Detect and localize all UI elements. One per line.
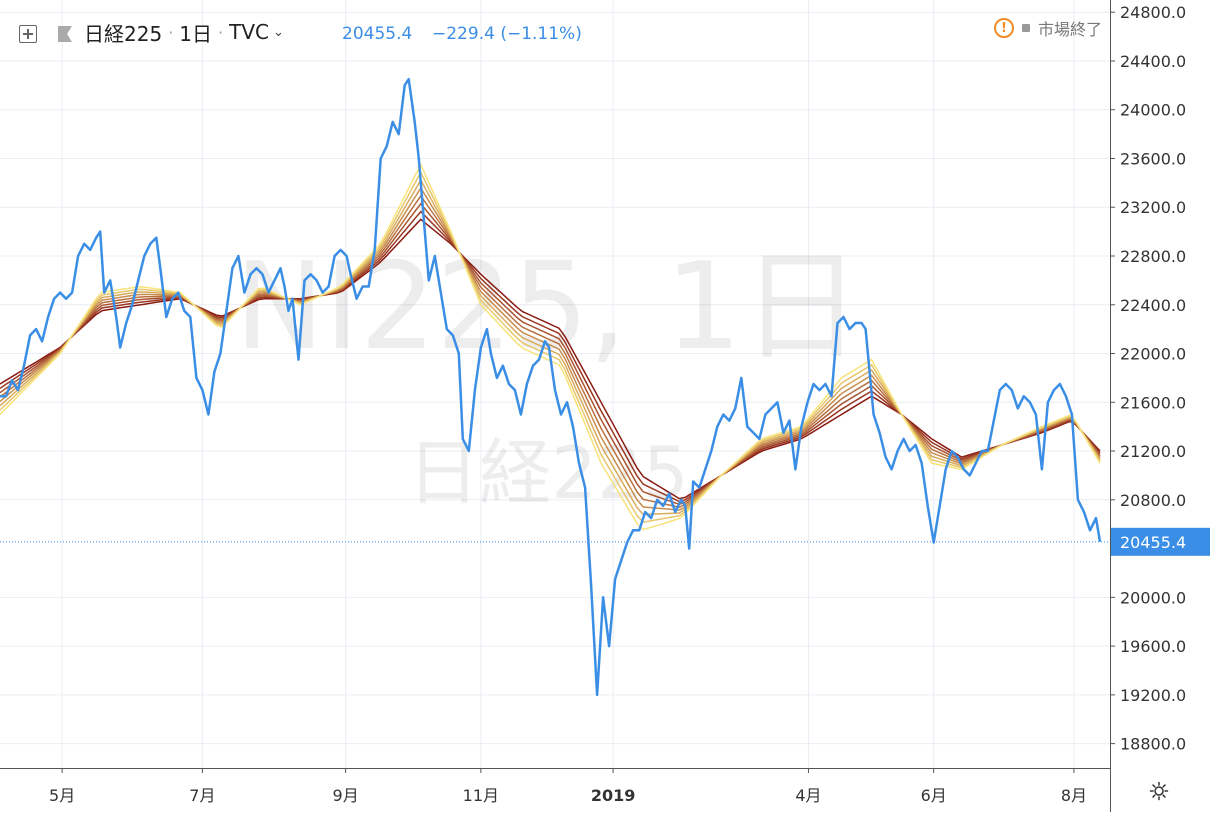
source-label[interactable]: TVC (229, 20, 269, 44)
x-tick-label: 11月 (463, 786, 499, 805)
change-percent: (−1.11%) (500, 24, 582, 44)
y-tick-label: 23200.0 (1120, 198, 1186, 217)
exclamation-circle-icon[interactable]: ! (993, 18, 1014, 38)
x-tick-label: 2019 (591, 786, 636, 805)
x-tick-label: 4月 (795, 786, 821, 805)
y-tick-label: 23600.0 (1120, 149, 1186, 168)
status-dot (1021, 24, 1030, 32)
price-change: −229.4 (−1.11%) (432, 24, 582, 44)
gear-icon[interactable] (1149, 781, 1169, 801)
last-price: 20455.4 (342, 24, 413, 44)
price-series-line (0, 77, 1102, 697)
x-tick-label: 5月 (49, 786, 75, 805)
x-tick-label: 8月 (1061, 786, 1087, 805)
interval-label[interactable]: 1日 (179, 21, 213, 46)
chevron-down-icon[interactable]: ⌄ (272, 24, 284, 40)
y-tick-label: 20000.0 (1120, 588, 1186, 607)
flag-icon[interactable] (58, 26, 72, 42)
y-tick-label: 24800.0 (1120, 3, 1186, 22)
last-price-tag-label: 20455.4 (1120, 533, 1186, 552)
y-tick-label: 19600.0 (1120, 637, 1186, 656)
y-tick-label: 20800.0 (1120, 491, 1186, 510)
x-tick-label: 9月 (333, 786, 359, 805)
x-tick-label: 7月 (189, 786, 215, 805)
separator-dot: · (168, 22, 174, 42)
y-tick-label: 24000.0 (1120, 101, 1186, 120)
separator-dot: · (218, 22, 224, 42)
watermark-subtitle: 日経225 (407, 431, 688, 515)
y-tick-label: 22400.0 (1120, 296, 1186, 315)
y-tick-label: 22800.0 (1120, 247, 1186, 266)
y-tick-label: 21200.0 (1120, 442, 1186, 461)
market-status[interactable]: ! 市場終了 (993, 16, 1102, 40)
market-status-label: 市場終了 (1037, 20, 1102, 39)
x-tick-label: 6月 (921, 786, 947, 805)
symbol-legend[interactable]: 日経225 · 1日 · TVC ⌄ (84, 18, 284, 46)
y-tick-label: 19200.0 (1120, 686, 1186, 705)
last-price-tag (1111, 527, 1210, 556)
symbol-name[interactable]: 日経225 (84, 21, 163, 46)
plus-square-icon[interactable] (19, 25, 37, 43)
y-tick-label: 22000.0 (1120, 345, 1186, 364)
y-tick-label: 21600.0 (1120, 393, 1186, 412)
y-tick-label: 24400.0 (1120, 52, 1186, 71)
watermark-title: NI225, 1日 (235, 238, 862, 377)
change-value: −229.4 (432, 24, 495, 44)
y-tick-label: 18800.0 (1120, 735, 1186, 754)
